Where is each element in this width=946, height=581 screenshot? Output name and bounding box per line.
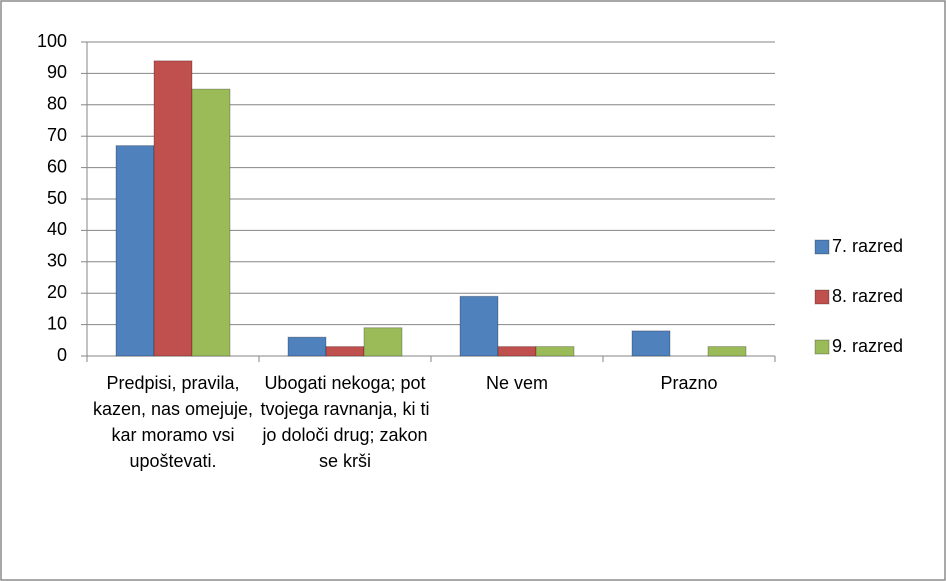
legend-swatch bbox=[814, 339, 830, 355]
legend-label: 8. razred bbox=[832, 286, 903, 306]
y-tick-label: 90 bbox=[47, 62, 67, 82]
bar bbox=[707, 346, 747, 357]
y-tick-label: 50 bbox=[47, 188, 67, 208]
legend-swatch bbox=[814, 239, 830, 255]
y-tick-label: 80 bbox=[47, 94, 67, 114]
x-tick-label: Ne vem bbox=[485, 373, 548, 393]
y-tick-label: 100 bbox=[37, 31, 67, 51]
x-tick-label: Ubogati nekoga; pot tvojega ravnanja, ki… bbox=[260, 373, 430, 471]
legend-label: 7. razred bbox=[832, 236, 903, 256]
legend-label: 9. razred bbox=[832, 336, 903, 356]
bar bbox=[191, 88, 231, 357]
y-tick-label: 0 bbox=[57, 345, 67, 365]
bar bbox=[363, 327, 403, 357]
y-tick-label: 20 bbox=[47, 282, 67, 302]
bar bbox=[535, 346, 575, 357]
x-tick-label: Predpisi, pravila, kazen, nas omejuje, k… bbox=[92, 373, 254, 471]
y-tick-label: 30 bbox=[47, 251, 67, 271]
x-tick-label: Prazno bbox=[660, 373, 718, 393]
bar bbox=[287, 336, 327, 357]
legend-swatch bbox=[814, 289, 830, 305]
bar bbox=[497, 346, 537, 357]
y-tick-label: 60 bbox=[47, 156, 67, 176]
bar bbox=[631, 330, 671, 357]
bar bbox=[459, 295, 499, 357]
y-tick-label: 10 bbox=[47, 313, 67, 333]
y-tick-label: 70 bbox=[47, 125, 67, 145]
bar bbox=[153, 60, 193, 357]
bar bbox=[115, 145, 155, 357]
y-tick-label: 40 bbox=[47, 219, 67, 239]
bar bbox=[325, 346, 365, 357]
